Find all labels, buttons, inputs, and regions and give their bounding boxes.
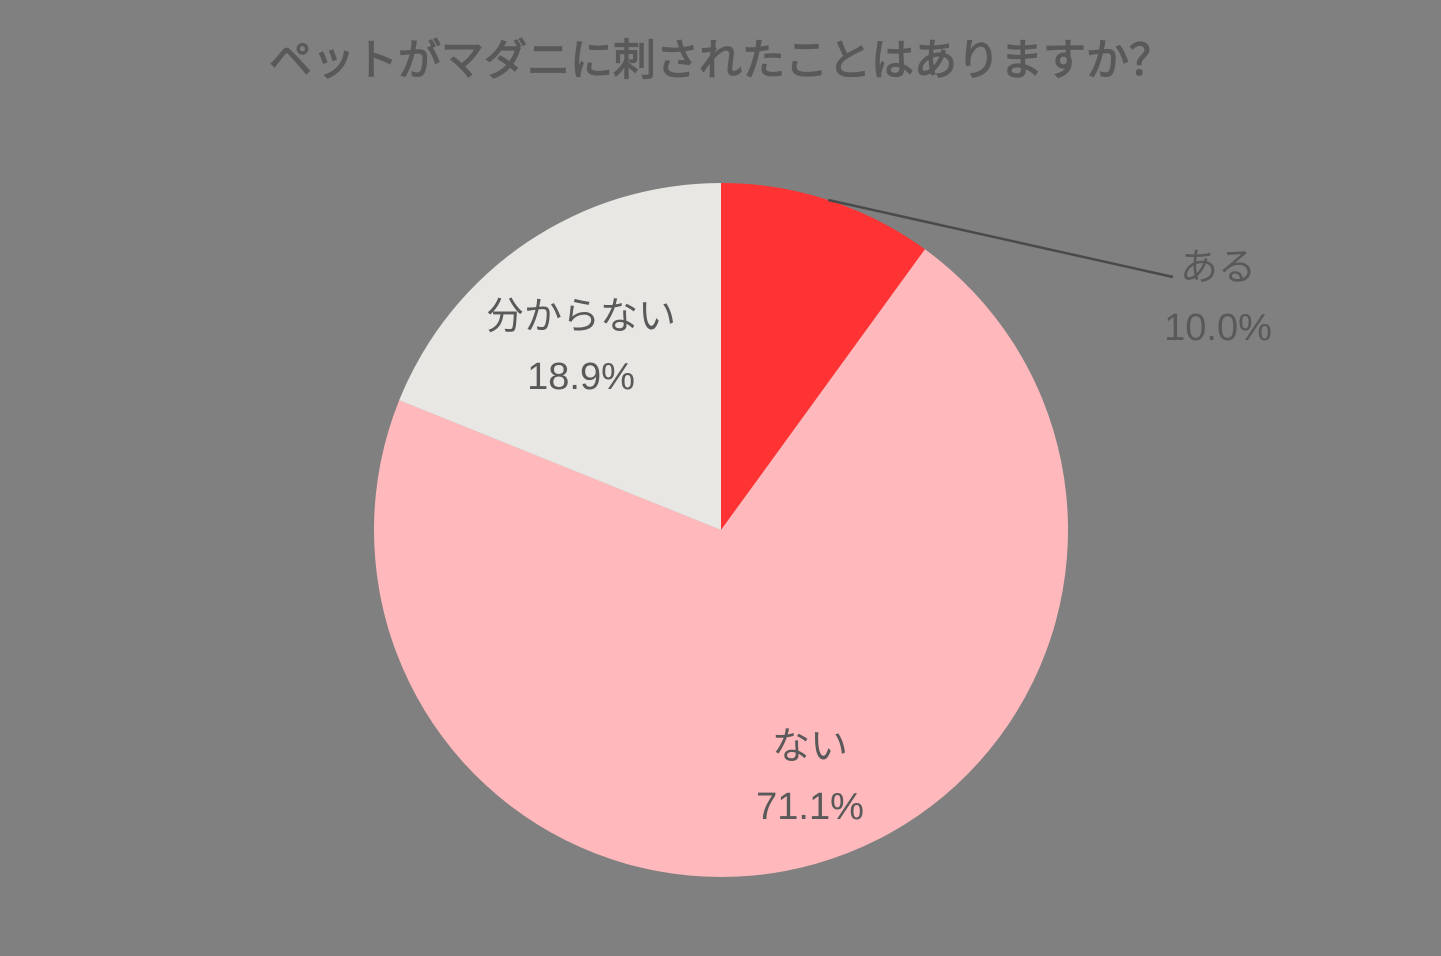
- leader-line-0: [827, 198, 1174, 279]
- slice-label-aru-pct: 10.0%: [1164, 307, 1272, 349]
- slice-label-nai-pct: 71.1%: [756, 786, 864, 828]
- slice-label-aru: ある 10.0%: [1164, 238, 1272, 358]
- slice-label-nai: ない 71.1%: [756, 717, 864, 837]
- slice-label-wakaranai: 分からない 18.9%: [486, 287, 676, 407]
- slice-label-aru-text: ある: [1179, 247, 1256, 289]
- slice-label-nai-text: ない: [771, 726, 848, 768]
- pie-slice-2: [399, 182, 721, 530]
- pie-slice-1: [374, 249, 1069, 878]
- slice-label-wakaranai-pct: 18.9%: [527, 356, 635, 398]
- slice-label-wakaranai-text: 分からない: [485, 296, 677, 338]
- pie-slice-0: [721, 183, 925, 530]
- chart-title: ペットがマダニに刺されたことはありますか？: [269, 37, 1172, 85]
